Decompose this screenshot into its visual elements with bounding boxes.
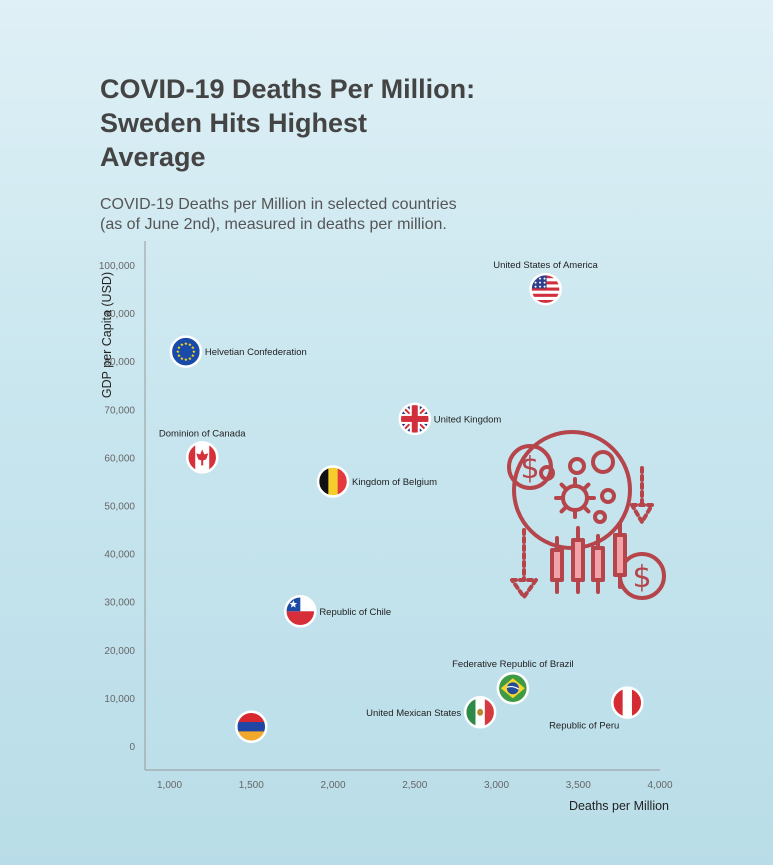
point-label: United Mexican States [366, 708, 461, 719]
point-border [316, 465, 350, 498]
point-label: United States of America [493, 260, 598, 271]
peru-flag [613, 688, 642, 717]
virus-dot [600, 488, 616, 504]
data-point-chile: Republic of Chile [284, 595, 391, 628]
page-subtitle: COVID-19 Deaths per Million in selected … [100, 195, 520, 235]
candle-bar [591, 546, 605, 582]
point-label: Helvetian Confederation [205, 347, 307, 358]
x-tick-label: 1,500 [239, 780, 264, 791]
point-label: Federative Republic of Brazil [452, 659, 573, 670]
point-label: Republic of Peru [549, 721, 619, 732]
point-border [398, 402, 432, 436]
candle-bar [571, 538, 585, 582]
y-tick-label: 40,000 [104, 550, 135, 561]
virus-spike [559, 505, 568, 514]
data-point-brazil: Federative Republic of Brazil [452, 659, 574, 705]
point-border [463, 696, 497, 729]
chart-points: United States of America Helvetian Confed… [159, 260, 644, 743]
down-arrow [630, 466, 654, 524]
x-tick-label: 2,500 [402, 780, 427, 791]
virus-dot [591, 450, 615, 474]
point-label: Kingdom of Belgium [352, 477, 437, 488]
brazil-flag [498, 674, 527, 703]
subtitle-line: COVID-19 Deaths per Million in selected … [100, 196, 457, 213]
data-point-eu: Helvetian Confederation [169, 335, 307, 368]
y-tick-label: 0 [129, 742, 135, 753]
title-line: Average [100, 142, 206, 172]
x-tick-label: 3,500 [566, 780, 591, 791]
y-tick-label: 100,000 [99, 261, 136, 272]
data-point-peru: Republic of Peru [549, 686, 644, 732]
data-point-mexico: United Mexican States [366, 696, 497, 729]
canada-flag [188, 443, 217, 472]
data-point-canada: Dominion of Canada [159, 428, 246, 474]
virus-dot [593, 510, 607, 524]
armenia-flag [237, 712, 266, 741]
x-axis-title: Deaths per Million [569, 799, 669, 813]
virus-economy-icon: $$ [507, 430, 666, 600]
title-line: COVID-19 Deaths Per Million: [100, 74, 476, 104]
point-border [496, 671, 530, 705]
page-title: COVID-19 Deaths Per Million: Sweden Hits… [100, 72, 520, 174]
point-label: United Kingdom [434, 414, 502, 425]
belgium-flag [319, 467, 348, 496]
data-point-uk: United Kingdom [398, 402, 502, 436]
chart-axes: 1,000 1,500 2,000 2,500 3,000 3,500 4,000 0 10,0… [99, 241, 673, 813]
virus-dot [568, 457, 586, 475]
y-tick-label: 30,000 [104, 598, 135, 609]
point-border [185, 441, 219, 474]
y-tick-label: 70,000 [104, 405, 135, 416]
eu-flag [171, 337, 200, 366]
point-border [235, 710, 268, 743]
dollar-sign: $ [632, 560, 651, 595]
title-line: Sweden Hits Highest [100, 108, 368, 138]
candle-bar [550, 548, 564, 582]
candle-bar [613, 533, 627, 577]
chile-flag [286, 597, 315, 626]
y-tick-label: 10,000 [104, 694, 135, 705]
data-point-belgium: Kingdom of Belgium [316, 465, 437, 498]
y-tick-label: 50,000 [104, 502, 135, 513]
x-tick-label: 4,000 [647, 780, 672, 791]
point-label: Republic of Chile [319, 607, 391, 618]
x-tick-label: 2,000 [321, 780, 346, 791]
virus-spike [582, 505, 591, 514]
point-border [169, 335, 203, 368]
y-tick-label: 90,000 [104, 309, 135, 320]
x-tick-label: 1,000 [157, 780, 182, 791]
point-label: Dominion of Canada [159, 428, 246, 439]
virus-spike [559, 482, 568, 491]
y-tick-label: 60,000 [104, 453, 135, 464]
point-border [284, 595, 317, 628]
uk-flag [400, 404, 429, 433]
mexico-flag [466, 698, 495, 727]
dollar-sign: $ [520, 451, 539, 486]
data-point-armenia [235, 710, 268, 743]
y-tick-label: 20,000 [104, 646, 135, 657]
point-border [611, 686, 644, 719]
point-border [529, 272, 562, 306]
y-axis-title: GDP per Capita (USD) [100, 272, 114, 398]
data-point-us: United States of America [493, 260, 599, 306]
virus-spike [582, 482, 591, 491]
subtitle-line: (as of June 2nd), measured in deaths per… [100, 216, 447, 233]
down-arrow [510, 528, 538, 599]
x-tick-label: 3,000 [484, 780, 509, 791]
y-tick-label: 80,000 [104, 357, 135, 368]
dollar-coin [507, 444, 553, 490]
